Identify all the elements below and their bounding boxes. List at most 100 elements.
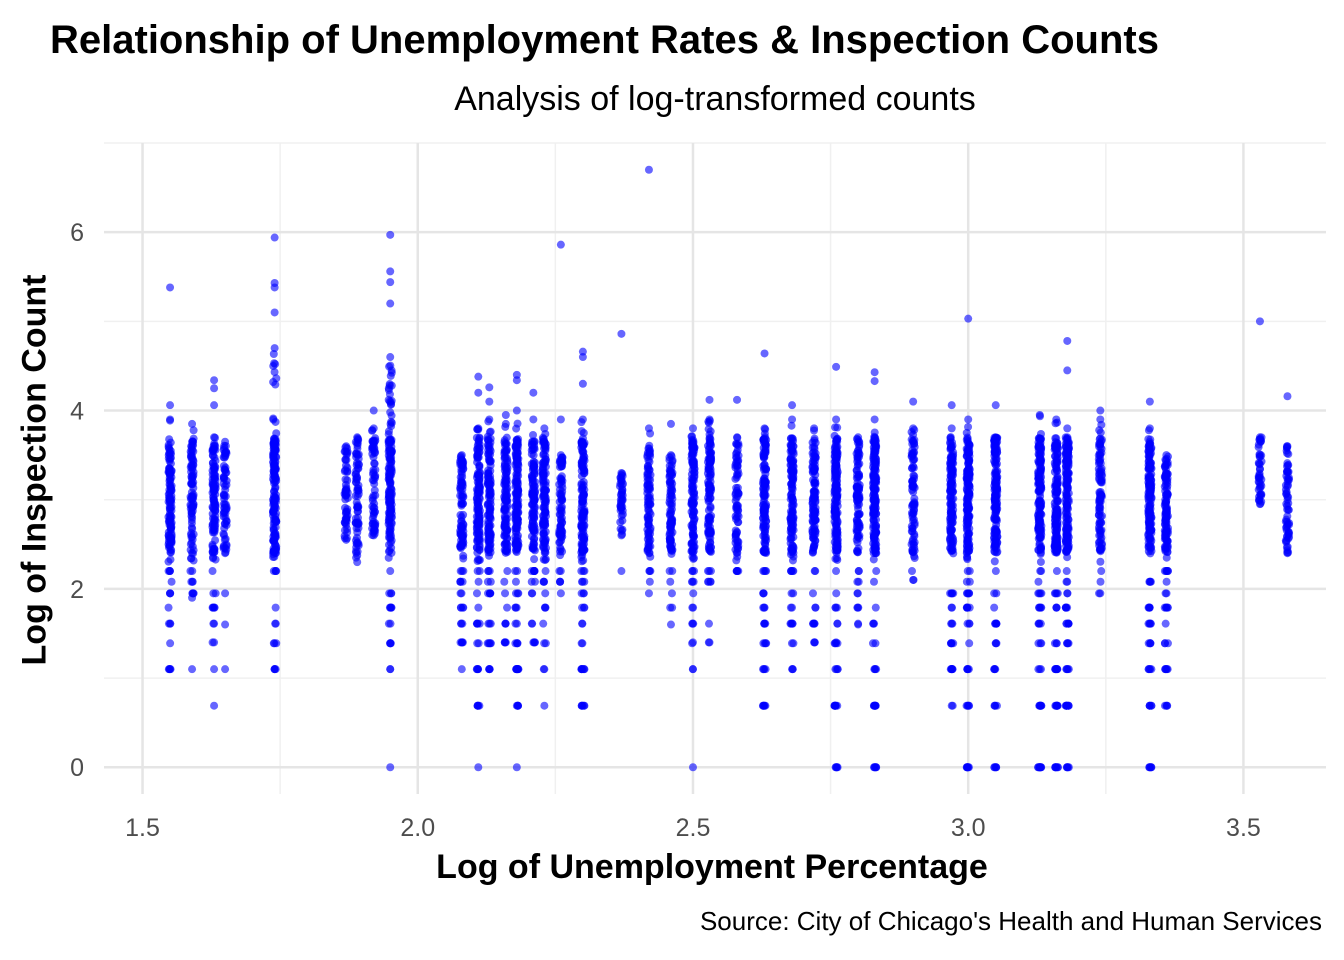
data-point: [1036, 701, 1045, 710]
data-point: [990, 701, 999, 710]
data-point: [1035, 452, 1044, 461]
data-point: [541, 443, 550, 452]
data-point: [512, 406, 521, 415]
data-point: [760, 349, 769, 358]
data-point: [645, 441, 654, 450]
data-point: [869, 489, 878, 498]
data-point: [991, 639, 1000, 648]
data-point: [689, 547, 698, 556]
data-point: [832, 763, 841, 772]
data-point: [733, 567, 742, 576]
data-point: [947, 401, 956, 410]
data-point: [578, 545, 587, 554]
data-point: [690, 473, 699, 482]
data-point: [810, 424, 819, 433]
data-point: [384, 430, 393, 439]
data-point: [991, 479, 1000, 488]
data-point: [854, 433, 863, 442]
data-point: [1052, 511, 1061, 520]
data-point: [811, 453, 820, 462]
data-point: [474, 372, 483, 381]
chart-caption: Source: City of Chicago's Health and Hum…: [699, 906, 1322, 936]
data-point: [485, 415, 494, 424]
data-point: [1063, 589, 1072, 598]
data-point: [187, 509, 196, 518]
data-point: [474, 639, 483, 648]
x-tick-label: 2.0: [400, 814, 435, 842]
data-point: [166, 639, 175, 648]
data-point: [870, 377, 879, 386]
data-point: [733, 470, 742, 479]
data-point: [541, 536, 550, 545]
data-point: [947, 424, 956, 433]
data-point: [529, 388, 538, 397]
data-point: [689, 577, 698, 586]
data-point: [617, 531, 626, 540]
data-point: [166, 401, 175, 410]
data-point: [704, 543, 713, 552]
data-point: [558, 476, 567, 485]
data-point: [512, 665, 521, 674]
data-point: [854, 510, 863, 519]
data-point: [512, 424, 521, 433]
data-point: [963, 665, 972, 674]
data-point: [475, 444, 484, 453]
data-point: [618, 516, 627, 525]
data-point: [580, 466, 589, 475]
data-point: [646, 552, 655, 561]
data-point: [457, 665, 466, 674]
data-point: [352, 524, 361, 533]
data-point: [210, 401, 219, 410]
data-point: [1096, 406, 1105, 415]
data-point: [529, 430, 538, 439]
data-point: [539, 619, 548, 628]
data-point: [1095, 498, 1104, 507]
data-point: [810, 487, 819, 496]
data-point: [832, 448, 841, 457]
data-point: [810, 542, 819, 551]
data-point: [555, 538, 564, 547]
data-point: [852, 466, 861, 475]
data-point: [946, 639, 955, 648]
data-point: [457, 619, 466, 628]
data-point: [688, 505, 697, 514]
data-point: [271, 446, 280, 455]
data-point: [853, 589, 862, 598]
data-point: [965, 701, 974, 710]
data-point: [1062, 567, 1071, 576]
data-point: [220, 474, 229, 483]
data-point: [946, 589, 955, 598]
data-point: [854, 603, 863, 612]
data-point: [665, 494, 674, 503]
data-point: [458, 530, 467, 539]
x-tick-label: 2.5: [676, 814, 711, 842]
data-point: [502, 503, 511, 512]
data-point: [991, 665, 1000, 674]
data-point: [577, 639, 586, 648]
data-point: [189, 447, 198, 456]
data-point: [167, 546, 176, 555]
data-point: [473, 521, 482, 530]
data-point: [502, 462, 511, 471]
data-point: [869, 555, 878, 564]
data-point: [854, 577, 863, 586]
data-point: [210, 444, 219, 453]
data-point: [456, 567, 465, 576]
data-point: [352, 548, 361, 557]
data-point: [1062, 507, 1071, 516]
data-point: [1035, 589, 1044, 598]
data-point: [831, 603, 840, 612]
data-point: [512, 376, 521, 385]
data-point: [386, 353, 395, 362]
y-tick-label: 4: [70, 398, 84, 426]
data-point: [910, 519, 919, 528]
data-point: [210, 603, 219, 612]
data-point: [271, 434, 280, 443]
data-point: [485, 457, 494, 466]
data-point: [578, 619, 587, 628]
data-point: [689, 482, 698, 491]
data-point: [811, 530, 820, 539]
data-point: [485, 483, 494, 492]
data-point: [527, 577, 536, 586]
data-point: [189, 460, 198, 469]
